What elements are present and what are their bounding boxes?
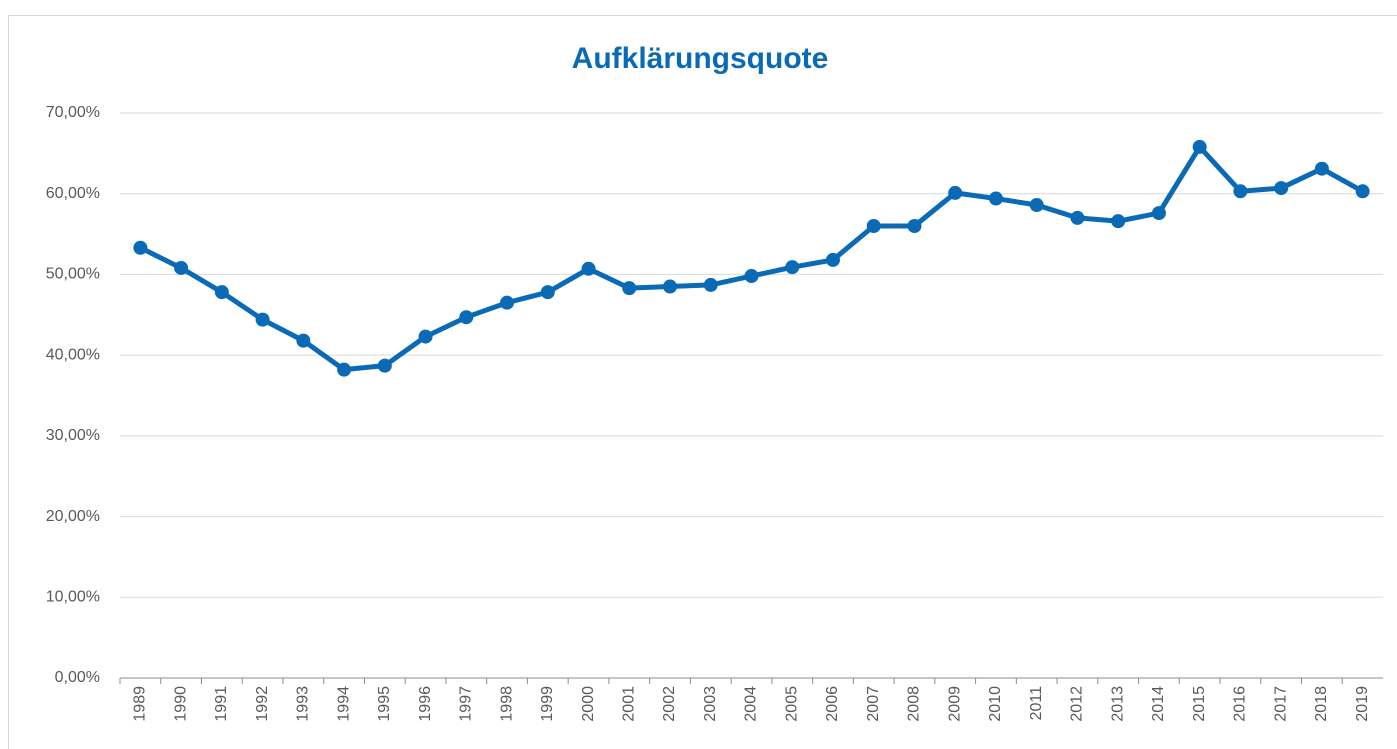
x-tick-label: 2003 xyxy=(702,686,719,722)
x-tick-label: 2019 xyxy=(1354,686,1371,722)
data-point xyxy=(907,219,922,233)
x-tick-label: 2017 xyxy=(1272,686,1289,722)
data-point xyxy=(540,285,555,300)
data-point xyxy=(1029,198,1044,213)
x-tick-label: 1997 xyxy=(458,686,475,722)
x-tick-label: 1990 xyxy=(172,686,189,722)
data-point xyxy=(1233,184,1248,199)
x-tick-label: 2018 xyxy=(1313,686,1330,722)
data-point xyxy=(1192,139,1207,154)
data-point xyxy=(988,191,1003,206)
y-tick-label: 20,00% xyxy=(46,508,100,525)
data-point xyxy=(1070,210,1085,225)
x-tick-label: 2012 xyxy=(1069,686,1086,722)
data-point xyxy=(825,252,840,267)
x-tick-label: 2009 xyxy=(946,686,963,722)
x-tick-label: 1999 xyxy=(539,686,556,722)
data-point xyxy=(948,185,963,200)
data-point xyxy=(622,281,637,296)
data-point xyxy=(133,240,148,255)
x-tick-label: 2004 xyxy=(743,686,760,722)
data-point xyxy=(866,219,881,233)
data-point xyxy=(663,279,678,294)
data-point xyxy=(1355,184,1370,199)
x-tick-label: 2007 xyxy=(865,686,882,722)
data-point xyxy=(500,295,515,310)
x-tick-label: 2013 xyxy=(1109,686,1126,722)
data-point xyxy=(377,358,392,373)
x-tick-label: 2011 xyxy=(1028,686,1045,721)
data-point xyxy=(703,277,718,292)
x-tick-label: 1996 xyxy=(417,686,434,722)
x-tick-label: 2008 xyxy=(906,686,923,722)
data-point xyxy=(744,269,759,284)
y-tick-label: 40,00% xyxy=(46,346,100,363)
line-series xyxy=(139,144,1364,373)
x-tick-label: 2000 xyxy=(580,686,597,722)
data-point xyxy=(1314,161,1329,176)
y-tick-label: 60,00% xyxy=(46,185,100,202)
y-tick-label: 30,00% xyxy=(46,427,100,444)
x-tick-label: 1993 xyxy=(295,686,312,722)
data-point xyxy=(296,333,311,348)
x-tick-label: 1992 xyxy=(254,686,271,722)
x-tick-label: 2014 xyxy=(1150,686,1167,722)
data-point xyxy=(1274,181,1289,196)
data-point xyxy=(581,261,596,276)
x-tick-label: 1994 xyxy=(335,686,352,722)
y-tick-label: 0,00% xyxy=(55,669,100,686)
x-tick-label: 2002 xyxy=(661,686,678,722)
x-tick-label: 1991 xyxy=(213,686,230,722)
y-tick-label: 70,00% xyxy=(46,104,100,121)
data-point xyxy=(337,362,352,377)
data-point xyxy=(214,285,229,300)
x-tick-label: 2006 xyxy=(824,686,841,722)
x-tick-label: 1995 xyxy=(376,686,393,722)
y-tick-label: 10,00% xyxy=(46,589,100,606)
x-tick-label: 2005 xyxy=(783,686,800,722)
x-tick-label: 2015 xyxy=(1191,686,1208,722)
y-tick-label: 50,00% xyxy=(46,266,100,283)
data-point xyxy=(785,260,800,275)
chart-title: Aufklärungsquote xyxy=(572,42,829,75)
x-tick-label: 1989 xyxy=(132,686,149,722)
data-point xyxy=(255,312,270,327)
data-point xyxy=(418,329,433,344)
x-tick-label: 2001 xyxy=(620,686,637,722)
data-point xyxy=(1111,214,1126,229)
x-tick-label: 1998 xyxy=(498,686,515,722)
data-point xyxy=(459,310,474,325)
data-point xyxy=(174,260,189,275)
x-tick-label: 2016 xyxy=(1232,686,1249,722)
chart-border xyxy=(8,15,1397,749)
data-point xyxy=(1151,206,1166,221)
x-tick-label: 2010 xyxy=(987,686,1004,722)
